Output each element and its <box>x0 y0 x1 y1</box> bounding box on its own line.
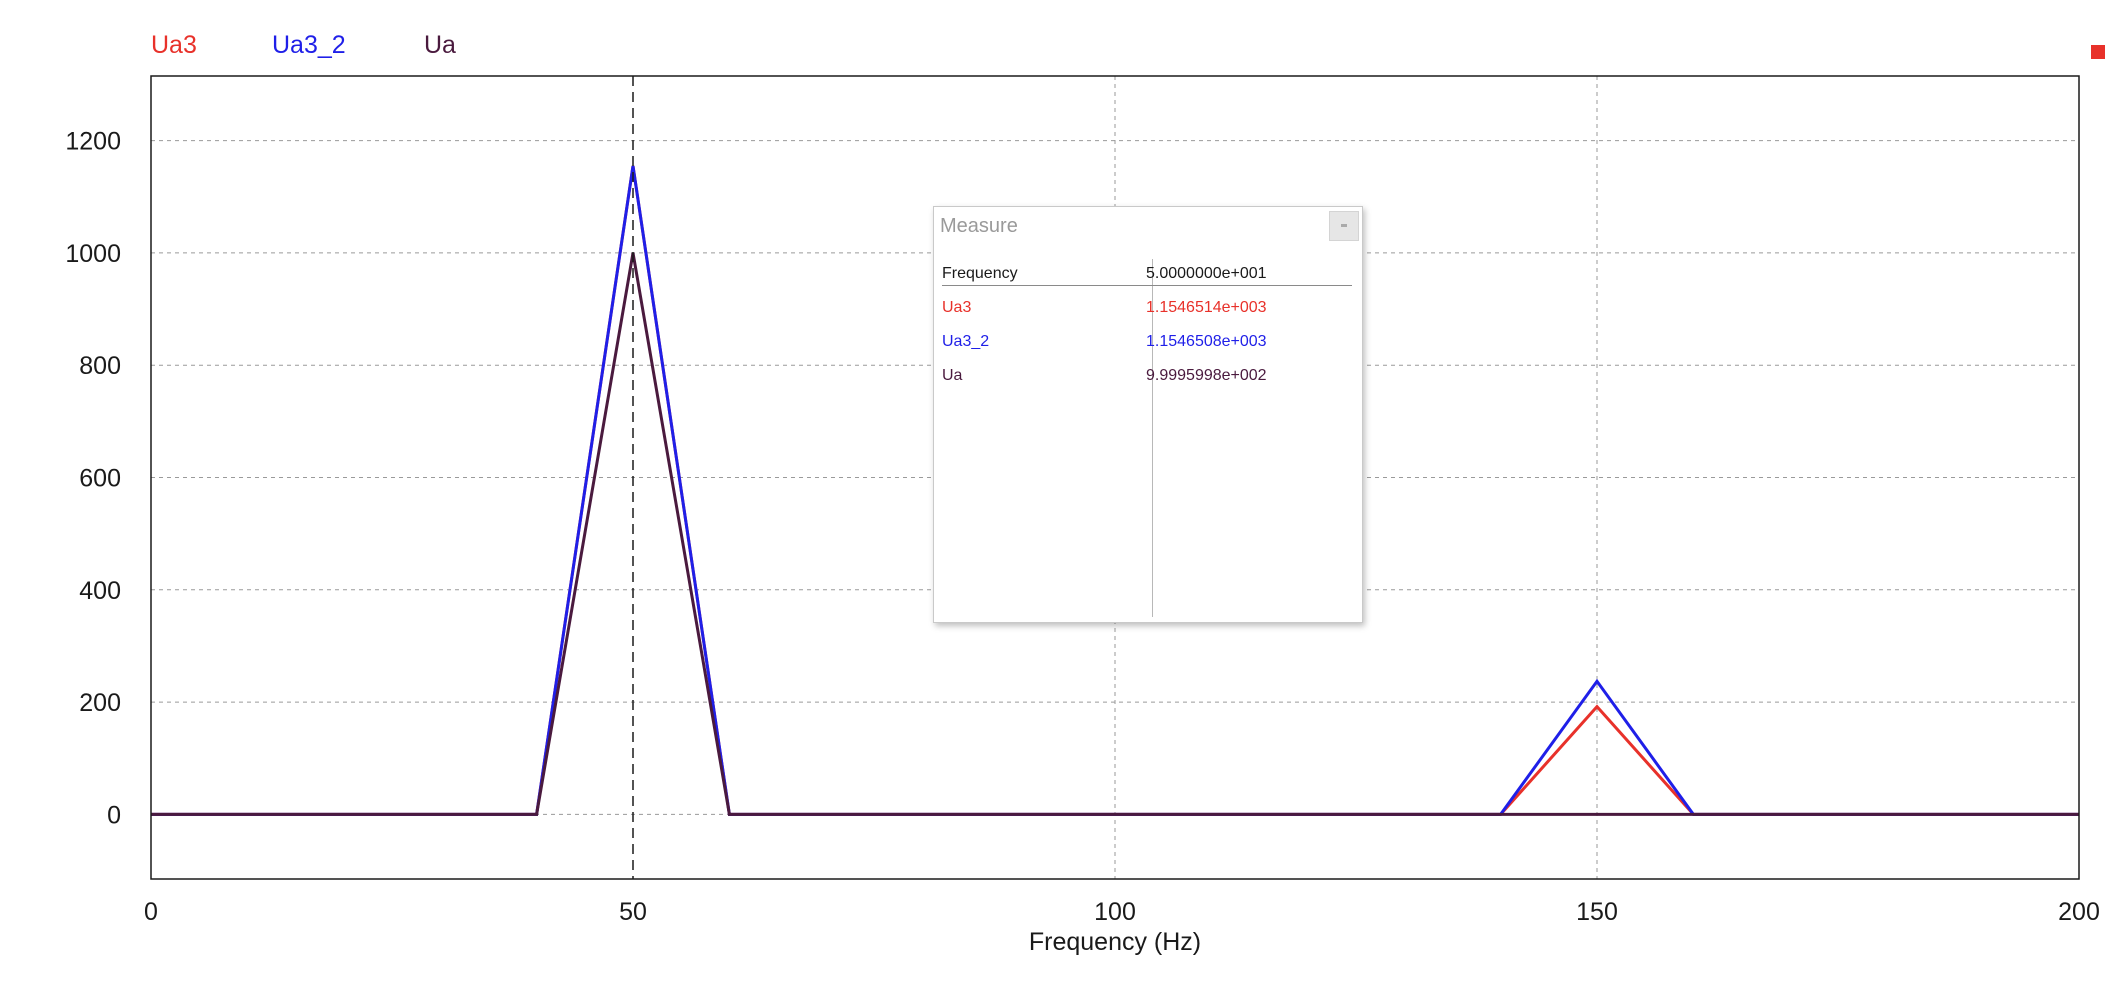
measure-value: 9.9995998e+002 <box>1146 367 1267 384</box>
corner-marker-icon <box>2091 45 2105 59</box>
legend-item-Ua3_2[interactable]: Ua3_2 <box>272 31 346 59</box>
y-tick-label: 400 <box>79 577 121 605</box>
x-tick-label: 200 <box>2058 898 2100 926</box>
measure-label: Frequency <box>942 265 1018 282</box>
measure-row: Ua3_2 1.1546508e+003 <box>942 333 1356 359</box>
plot-frame <box>150 75 2080 880</box>
measure-value: 1.1546514e+003 <box>1146 299 1267 316</box>
y-tick-label: 800 <box>79 352 121 380</box>
y-tick-label: 1200 <box>65 128 121 156</box>
measure-panel[interactable]: Measure Frequency 5.0000000e+001 Ua3 1.1546… <box>933 206 1363 623</box>
x-axis-label: Frequency (Hz) <box>1029 928 1201 956</box>
x-tick-label: 100 <box>1094 898 1136 926</box>
measure-value: 5.0000000e+001 <box>1146 265 1267 282</box>
measure-header-divider <box>942 285 1352 286</box>
legend-item-Ua3[interactable]: Ua3 <box>151 31 197 59</box>
y-tick-label: 0 <box>107 801 121 829</box>
y-tick-label: 600 <box>79 465 121 493</box>
x-tick-label: 0 <box>144 898 158 926</box>
measure-row: Ua 9.9995998e+002 <box>942 367 1356 393</box>
measure-label: Ua <box>942 367 963 384</box>
measure-row: Frequency 5.0000000e+001 <box>942 265 1356 291</box>
measure-value: 1.1546508e+003 <box>1146 333 1267 350</box>
measure-label: Ua3_2 <box>942 333 990 350</box>
measure-title: Measure <box>940 215 1018 237</box>
minimize-icon[interactable] <box>1329 211 1359 241</box>
legend-item-Ua[interactable]: Ua <box>424 31 456 59</box>
x-tick-label: 50 <box>619 898 647 926</box>
measure-label: Ua3 <box>942 299 972 316</box>
measure-column-divider <box>1152 259 1153 617</box>
y-tick-label: 1000 <box>65 240 121 268</box>
x-tick-label: 150 <box>1576 898 1618 926</box>
y-tick-label: 200 <box>79 689 121 717</box>
measure-row: Ua3 1.1546514e+003 <box>942 299 1356 325</box>
